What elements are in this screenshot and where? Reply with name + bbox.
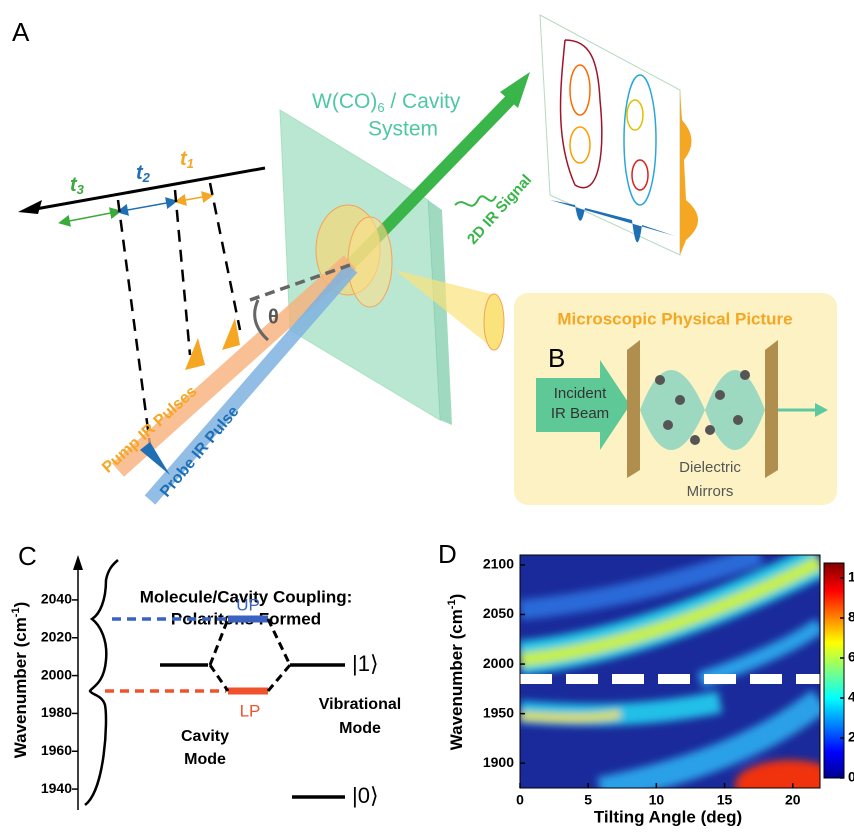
ground-label: |0⟩ — [352, 783, 379, 808]
projection-orange — [680, 90, 698, 255]
cavity-edge — [428, 200, 452, 425]
y-tick-label: 2050 — [483, 605, 514, 621]
beam-label: Incident — [554, 385, 607, 402]
up-label: UP — [236, 595, 260, 614]
d-x-label: Tilting Angle (deg) — [594, 807, 742, 826]
time-axis — [29, 166, 266, 212]
y-tick-label: 2020 — [41, 628, 72, 644]
delay-arrow — [116, 197, 178, 216]
c-spectrum — [84, 559, 119, 806]
signal-wave — [454, 195, 497, 207]
signal-label: 2D IR Signal — [464, 171, 535, 247]
mirror-label: Mirrors — [687, 483, 734, 500]
mirror — [627, 340, 640, 478]
y-tick-label: 2 — [848, 729, 854, 745]
cavity-label: Mode — [184, 751, 226, 768]
sample-disk — [347, 216, 393, 308]
angle-label: θ — [268, 306, 279, 328]
cavity-label: Cavity — [181, 728, 229, 745]
probe-pulse — [140, 442, 170, 475]
x-tick-label: 10 — [649, 792, 665, 808]
y-tick-label: 1900 — [483, 754, 514, 770]
delay-dashes — [116, 182, 242, 446]
cone-end — [483, 293, 505, 351]
normal-line — [249, 263, 351, 302]
pump-beam — [111, 255, 357, 477]
x-tick-label: 5 — [584, 792, 592, 808]
delay-label: t3 — [70, 174, 85, 197]
beam-label: IR Beam — [551, 405, 609, 422]
time-arrowhead — [18, 200, 42, 214]
out-arrowhead — [815, 403, 828, 417]
x-tick-label: 15 — [717, 792, 733, 808]
vibration-label: Vibrational — [319, 696, 401, 713]
panel-label: D — [438, 539, 457, 569]
spectrum-contours — [559, 39, 657, 206]
y-tick-label: 2000 — [483, 655, 514, 671]
c-axis-arrow — [73, 555, 83, 570]
y-tick-label: 6 — [848, 649, 854, 665]
incident-arrow — [536, 360, 630, 450]
spectrum-card — [539, 14, 681, 256]
y-tick-label: 1960 — [41, 742, 72, 758]
pump-pulses — [185, 318, 240, 370]
d-frame — [519, 554, 821, 789]
y-tick-label: 0 — [848, 769, 854, 785]
y-tick-label: 10 — [848, 569, 854, 585]
delay-arrow — [58, 207, 122, 227]
x-tick-label: 0 — [516, 792, 524, 808]
y-tick-label: 2000 — [41, 666, 72, 682]
signal-arrowhead — [500, 72, 530, 108]
d-y-label: Wavenumber (cm-1) — [446, 594, 467, 751]
y-tick-label: 1940 — [41, 780, 72, 796]
lp-label: LP — [240, 701, 261, 720]
c-title: Molecule/Cavity Coupling: — [140, 587, 353, 606]
panel-label: C — [18, 541, 37, 571]
x-tick-label: 20 — [785, 792, 801, 808]
system-label: System — [368, 118, 438, 141]
molecules — [655, 370, 750, 445]
y-tick-label: 2040 — [41, 591, 72, 607]
coupling-lines — [208, 618, 292, 692]
vibration-label: Mode — [339, 720, 381, 737]
delay-label: t2 — [136, 162, 151, 185]
panel-label: B — [548, 343, 565, 373]
y-tick-label: 8 — [848, 609, 854, 625]
y-tick-label: 2100 — [483, 556, 514, 572]
system-label: W(CO)6 / Cavity — [312, 90, 461, 116]
cavity-mode — [640, 370, 765, 450]
y-tick-label: 1980 — [41, 704, 72, 720]
mirror — [765, 340, 778, 478]
heatmap — [520, 555, 820, 788]
mirror-label: Dielectric — [679, 459, 741, 476]
delay-label: t1 — [180, 148, 194, 171]
probe-beam — [144, 263, 358, 505]
panel-b-title: Microscopic Physical Picture — [557, 309, 792, 328]
delay-arrow — [174, 191, 214, 206]
y-tick-label: 1950 — [483, 704, 514, 720]
panel-label: A — [12, 17, 30, 47]
angle-arc — [253, 299, 270, 342]
c-y-label: Wavenumber (cm-1) — [10, 602, 31, 759]
y-tick-label: 4 — [848, 689, 854, 705]
excited-label: |1⟩ — [352, 651, 379, 676]
transmitted-cone — [395, 270, 495, 350]
projection-blue — [550, 200, 675, 243]
colorbar — [823, 562, 845, 779]
